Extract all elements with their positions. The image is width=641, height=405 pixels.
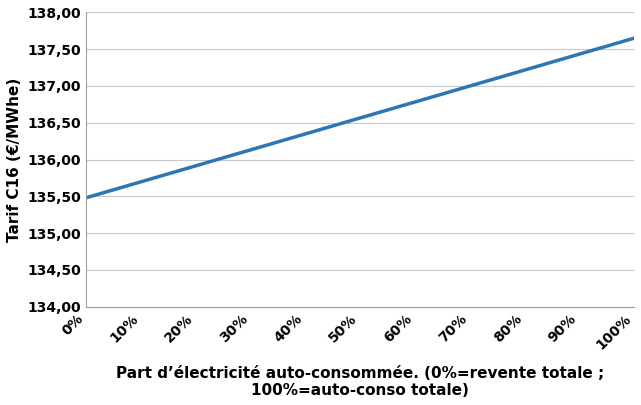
X-axis label: Part d’électricité auto-consommée. (0%=revente totale ;
100%=auto-conso totale): Part d’électricité auto-consommée. (0%=r… bbox=[116, 366, 604, 398]
Y-axis label: Tarif C16 (€/MWhe): Tarif C16 (€/MWhe) bbox=[7, 77, 22, 242]
